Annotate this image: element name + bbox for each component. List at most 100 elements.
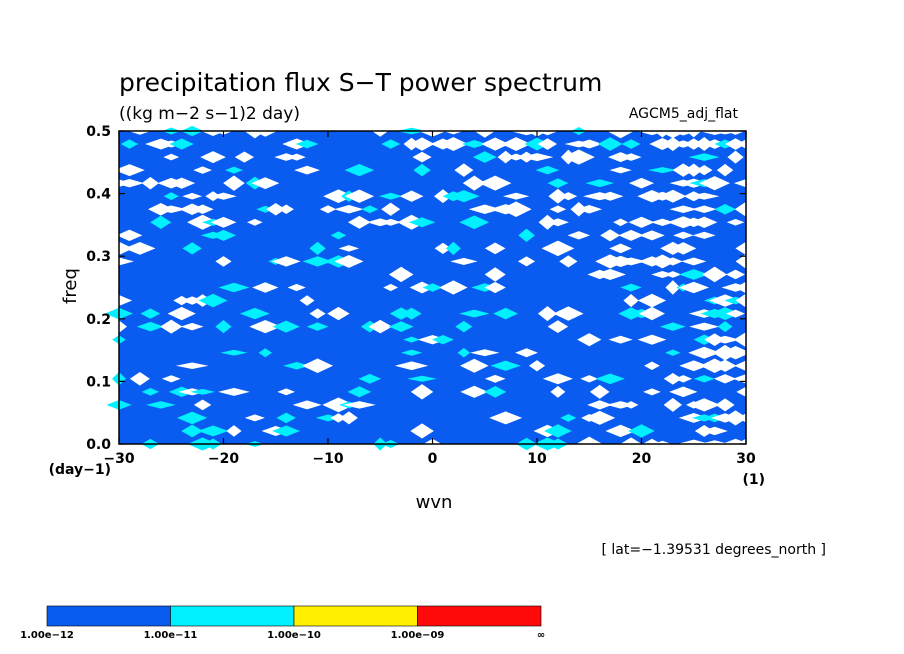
contour-gap xyxy=(155,205,187,214)
contour-gap xyxy=(497,150,514,164)
contour-cell-level2 xyxy=(709,307,741,320)
contour-gap xyxy=(439,280,468,295)
contour-gap xyxy=(659,189,687,203)
contour-cell-level2 xyxy=(401,307,422,320)
contour-cell-level2 xyxy=(169,138,194,150)
contour-gap xyxy=(663,257,683,266)
contour-cell-level2 xyxy=(283,362,311,370)
contour-gap xyxy=(608,335,633,344)
y-axis: 0.0 0.1 0.2 0.3 0.4 0.5 xyxy=(86,124,746,453)
colorbar-swatch xyxy=(46,605,171,627)
contour-cell-level2 xyxy=(120,139,139,149)
contour-gap xyxy=(141,176,159,190)
contour-gap xyxy=(234,151,254,163)
contour-gap xyxy=(244,414,265,422)
contour-gap xyxy=(388,266,414,283)
contour-gap xyxy=(549,205,567,213)
contour-cell-level2 xyxy=(388,321,414,333)
contour-gap xyxy=(669,386,698,398)
contour-cell-level2 xyxy=(693,375,715,383)
contour-gap xyxy=(701,426,728,436)
y-tick-label: 0.1 xyxy=(86,374,111,390)
contour-cell-level2 xyxy=(688,153,720,161)
colorbar-label: 1.00e−09 xyxy=(391,630,445,641)
contour-cell-level2 xyxy=(407,375,437,382)
contour-gap xyxy=(218,387,250,396)
contour-gap xyxy=(699,176,731,191)
contour-gap xyxy=(637,334,667,345)
contour-gap xyxy=(470,349,500,357)
contour-gap xyxy=(191,204,214,215)
contour-gap xyxy=(450,257,478,266)
contour-cell-level2 xyxy=(448,190,480,203)
contour-gap xyxy=(562,149,595,165)
contour-gap xyxy=(271,256,301,267)
contour-gap xyxy=(193,399,212,411)
contour-cell-level2 xyxy=(197,425,229,437)
contour-gap xyxy=(517,256,536,267)
contour-gap xyxy=(252,282,279,293)
contour-gap xyxy=(251,177,280,190)
contour-cell-level2 xyxy=(211,229,236,241)
colorbar-swatch xyxy=(417,605,542,627)
contour-gap xyxy=(725,138,746,150)
contour-gap xyxy=(210,192,237,200)
contour-gap xyxy=(468,204,501,214)
contour-cell-level2 xyxy=(621,139,641,149)
contour-gap xyxy=(589,384,610,399)
contour-gap xyxy=(663,397,683,412)
x-tick-label: 30 xyxy=(736,451,756,467)
contour-gap xyxy=(394,361,429,371)
contour-cell-level2 xyxy=(258,348,272,358)
x-tick-label: 0 xyxy=(428,451,438,467)
contour-cell-level2 xyxy=(585,179,614,188)
contour-gap xyxy=(368,319,393,334)
contour-gap xyxy=(713,359,737,372)
y-tick-label: 0.0 xyxy=(86,437,111,453)
contour-cell-level2 xyxy=(659,322,686,331)
contour-cell-level2 xyxy=(190,388,215,395)
contour-gap xyxy=(438,137,469,151)
contour-gap xyxy=(266,202,286,216)
contour-gap xyxy=(542,373,573,385)
contour-cell-level2 xyxy=(309,241,326,255)
contour-gap xyxy=(460,385,489,398)
contour-cell-level2 xyxy=(150,215,172,229)
contour-gap xyxy=(723,410,748,426)
contour-gap xyxy=(726,309,746,318)
contour-gap xyxy=(673,231,694,240)
contour-cell-level2 xyxy=(330,231,347,240)
contour-gap xyxy=(412,151,432,163)
contour-cell-level2 xyxy=(714,139,736,149)
contour-gap xyxy=(489,411,523,425)
contour-cell-level2 xyxy=(518,228,535,243)
contour-gap xyxy=(576,205,603,214)
contour-gap xyxy=(481,137,510,151)
contour-gap xyxy=(515,348,538,358)
contour-gap xyxy=(537,138,558,150)
contour-gap xyxy=(665,280,681,295)
contour-gap xyxy=(334,204,364,214)
contour-cell-level2 xyxy=(302,256,333,267)
contour-cell-level2 xyxy=(620,283,642,292)
y-axis-label: freq xyxy=(60,268,81,304)
contour-gap xyxy=(160,319,183,334)
contour-cell-level2 xyxy=(472,151,497,163)
contour-cell-level2 xyxy=(344,164,375,177)
contour-cell-level2 xyxy=(182,242,202,255)
contour-gap xyxy=(180,322,204,331)
contour-cell-level2 xyxy=(218,282,250,293)
contour-gap xyxy=(287,283,306,292)
contour-gap xyxy=(651,270,674,278)
contour-gap xyxy=(339,411,358,425)
x-axis-label: wvn xyxy=(416,492,453,513)
contour-cell-level2 xyxy=(717,321,733,333)
contour-cell-level2 xyxy=(181,424,204,438)
contour-gap xyxy=(247,218,263,226)
contour-gap xyxy=(546,218,569,227)
x-tick-label: 10 xyxy=(527,451,547,467)
contour-cell-level2 xyxy=(272,320,300,333)
contour-cell-level2 xyxy=(177,411,208,425)
contour-cell-level2 xyxy=(146,401,176,409)
contour-gap xyxy=(299,295,315,306)
